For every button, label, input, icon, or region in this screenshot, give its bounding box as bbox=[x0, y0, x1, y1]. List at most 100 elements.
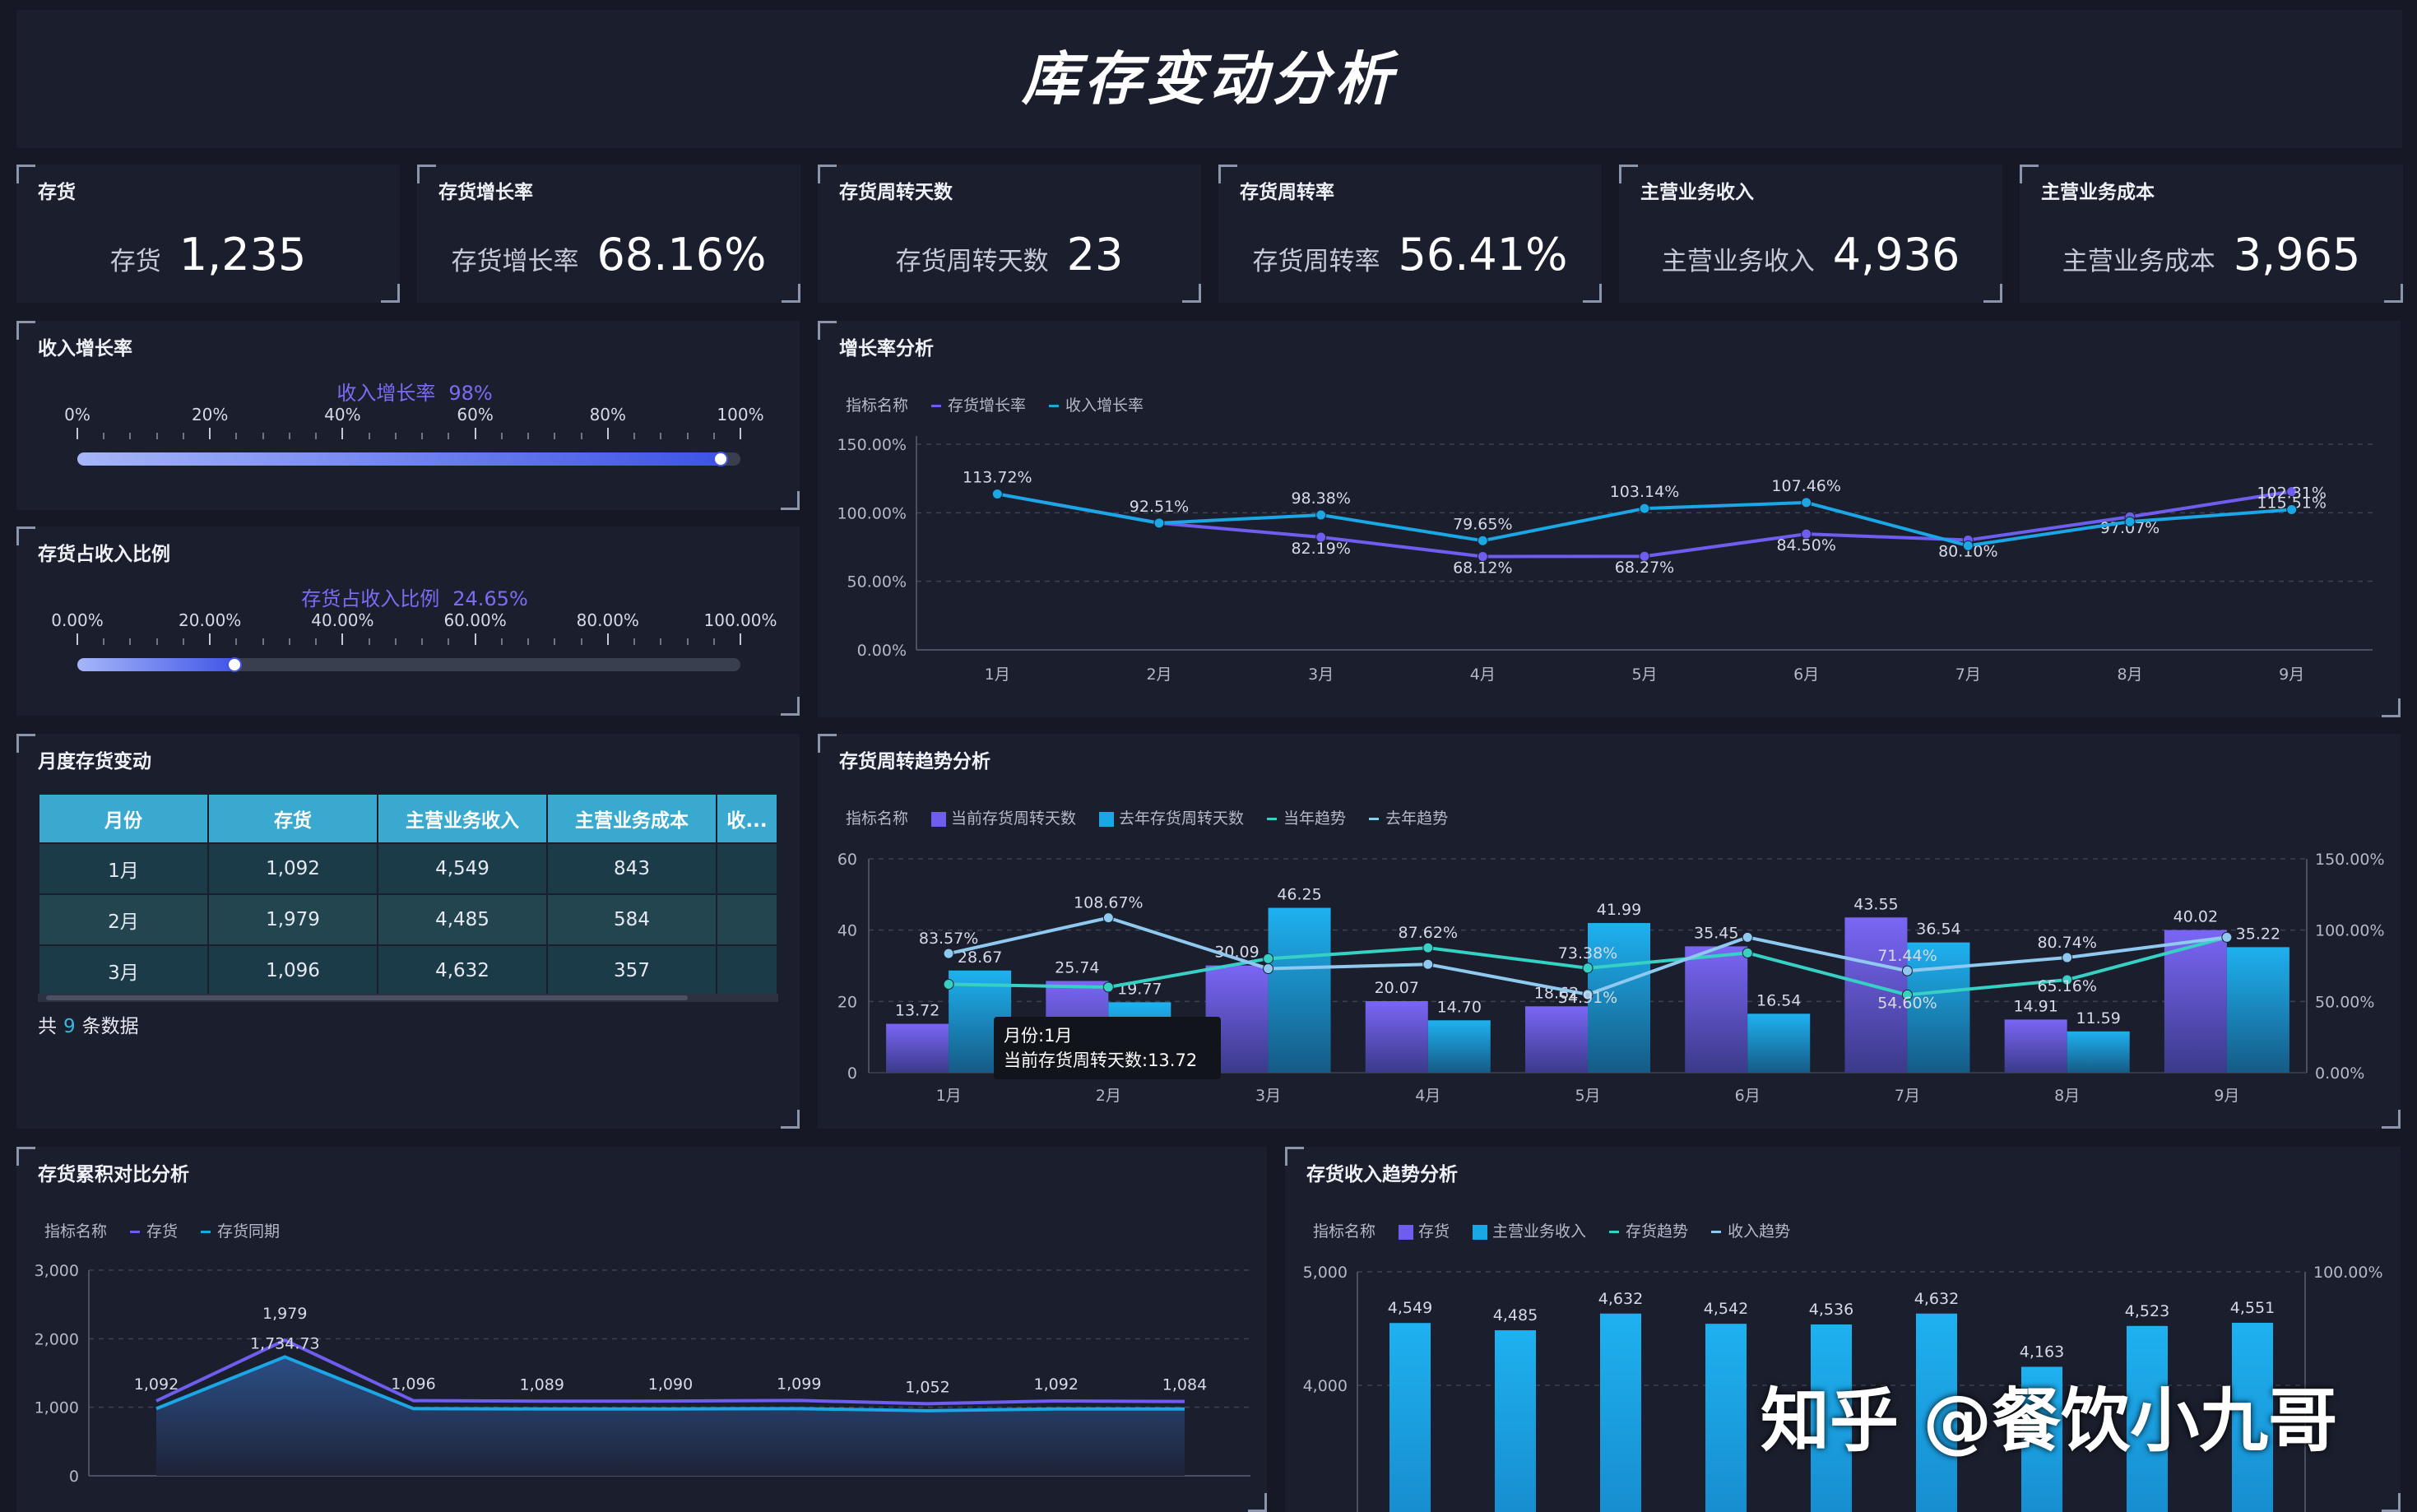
legend-item-current-trend[interactable]: 当年趋势 bbox=[1267, 806, 1346, 828]
scale-tick bbox=[315, 433, 318, 439]
scale-tick bbox=[209, 428, 211, 439]
bar-label: 11.59 bbox=[2076, 1009, 2120, 1027]
legend-item-inventory-prev[interactable]: 存货同期 bbox=[201, 1219, 280, 1241]
panel-title: 月度存货变动 bbox=[38, 751, 151, 772]
table-row[interactable]: 2月 1,979 4,485 584 bbox=[38, 893, 778, 946]
legend-item-inventory-growth[interactable]: 存货增长率 bbox=[931, 393, 1026, 415]
kpi-value: 68.16% bbox=[596, 229, 767, 281]
scale-tick bbox=[129, 638, 132, 645]
trend-point bbox=[1422, 942, 1434, 953]
progress-fill bbox=[77, 658, 241, 671]
table-viewport[interactable]: 月份 存货 主营业务收入 主营业务成本 收... 1月 1,092 4,549 843 2月 1,… bbox=[38, 793, 778, 995]
x-tick-label: 1月 bbox=[936, 1087, 962, 1105]
scale-tick bbox=[712, 433, 715, 439]
bar-label: 4,523 bbox=[2125, 1302, 2169, 1320]
scale-tick bbox=[554, 638, 556, 645]
data-point bbox=[1315, 531, 1327, 543]
scale-tick-label: 80% bbox=[589, 405, 627, 424]
horizontal-scrollbar[interactable] bbox=[38, 994, 778, 1002]
bar-revenue bbox=[1495, 1330, 1536, 1512]
kpi-row: 存货增长率 68.16% bbox=[450, 229, 768, 281]
scale-tick bbox=[182, 638, 184, 645]
legend-item-inventory-trend[interactable]: 存货趋势 bbox=[1609, 1219, 1688, 1241]
scale-tick-label: 0% bbox=[64, 405, 90, 424]
bar-revenue bbox=[1600, 1313, 1641, 1512]
turnover-chart-panel: 存货周转趋势分析 指标名称 当前存货周转天数 去年存货周转天数 当年趋势 去年趋… bbox=[818, 734, 2401, 1129]
monthly-table-panel: 月度存货变动 月份 存货 主营业务收入 主营业务成本 收... 1月 1,092 4,549… bbox=[16, 734, 800, 1129]
kpi-card: 存货增长率 存货增长率 68.16% bbox=[417, 165, 800, 303]
table-header-cell[interactable]: 收... bbox=[716, 793, 778, 844]
chart-tooltip: 月份:1月 当前存货周转天数:13.72 bbox=[994, 1017, 1221, 1079]
y-tick-label: 60 bbox=[837, 851, 857, 869]
table-cell: 1,979 bbox=[207, 893, 378, 946]
trend-point bbox=[1901, 965, 1913, 976]
table-cell: 1,092 bbox=[207, 842, 378, 895]
legend-item-lastyear-trend[interactable]: 去年趋势 bbox=[1369, 806, 1448, 828]
data-label: 115.51% bbox=[2257, 494, 2327, 512]
table-header-cell[interactable]: 主营业务收入 bbox=[377, 793, 548, 844]
bar-revenue bbox=[1811, 1324, 1852, 1512]
kpi-row: 存货 1,235 bbox=[49, 229, 367, 281]
legend-title: 指标名称 bbox=[44, 1222, 108, 1241]
y-tick-label: 0 bbox=[69, 1468, 79, 1486]
trend-label: 71.44% bbox=[1877, 947, 1937, 965]
legend-item-revenue-trend[interactable]: 收入趋势 bbox=[1711, 1219, 1790, 1241]
legend-item-lastyear-days[interactable]: 去年存货周转天数 bbox=[1099, 806, 1244, 828]
scale-tick-label: 100.00% bbox=[703, 610, 777, 630]
bar-current bbox=[1365, 1001, 1428, 1073]
bar-label: 14.91 bbox=[2013, 997, 2057, 1015]
scale-tick bbox=[209, 633, 211, 645]
trend-point bbox=[1582, 989, 1594, 1000]
bar-label: 4,163 bbox=[2020, 1343, 2064, 1361]
legend-item-current-days[interactable]: 当前存货周转天数 bbox=[931, 806, 1076, 828]
table-cell bbox=[716, 893, 778, 946]
kpi-card: 存货周转率 存货周转率 56.41% bbox=[1218, 165, 1602, 303]
x-tick-label: 3月 bbox=[1255, 1087, 1281, 1105]
chart-legend: 指标名称 存货 存货同期 bbox=[44, 1219, 293, 1241]
bar-label: 4,632 bbox=[1598, 1290, 1643, 1308]
scale-tick bbox=[633, 638, 636, 645]
series-line bbox=[996, 489, 2292, 559]
kpi-row: 存货周转天数 23 bbox=[851, 229, 1168, 281]
legend-item-revenue-growth[interactable]: 收入增长率 bbox=[1049, 393, 1144, 415]
table-header-cell[interactable]: 主营业务成本 bbox=[546, 793, 717, 844]
scale-tick-label: 20% bbox=[191, 405, 229, 424]
trend-label: 83.57% bbox=[919, 930, 978, 948]
bar-current bbox=[1844, 917, 1908, 1073]
scale-tick bbox=[262, 433, 264, 439]
series-line bbox=[155, 1338, 1185, 1406]
y2-tick-label: 100.00% bbox=[2315, 922, 2385, 940]
legend-title: 指标名称 bbox=[846, 397, 909, 415]
bar-lastyear bbox=[1747, 1013, 1811, 1073]
trend-point bbox=[943, 948, 954, 959]
progress-knob bbox=[226, 657, 242, 672]
bar-label: 43.55 bbox=[1853, 895, 1898, 913]
data-label: 1,092 bbox=[1034, 1375, 1079, 1394]
scrollbar-thumb[interactable] bbox=[46, 995, 688, 1000]
y2-tick-label: 100.00% bbox=[2313, 1264, 2383, 1282]
legend-item-inventory[interactable]: 存货 bbox=[130, 1219, 178, 1241]
bar-label: 4,551 bbox=[2230, 1299, 2275, 1317]
kpi-value: 23 bbox=[1066, 229, 1124, 281]
legend-item-inventory[interactable]: 存货 bbox=[1399, 1219, 1450, 1241]
watermark: 知乎 @餐饮小九哥 bbox=[1761, 1380, 2338, 1461]
data-point bbox=[1639, 550, 1650, 562]
bar-label: 4,485 bbox=[1493, 1306, 1538, 1324]
table-row[interactable]: 3月 1,096 4,632 357 bbox=[38, 944, 778, 995]
panel-title: 存货累积对比分析 bbox=[38, 1164, 189, 1185]
scale-tick bbox=[580, 433, 582, 439]
cumulative-chart-panel: 存货累积对比分析 指标名称 存货 存货同期 0 1,000 2,000 3,000 1,… bbox=[16, 1147, 1267, 1512]
scale-tick bbox=[474, 428, 476, 439]
y-tick-label: 50.00% bbox=[847, 573, 907, 591]
data-point bbox=[1962, 540, 1974, 551]
trend-label: 87.62% bbox=[1399, 924, 1458, 942]
bar-label: 35.22 bbox=[2236, 925, 2280, 943]
table-row[interactable]: 1月 1,092 4,549 843 bbox=[38, 842, 778, 895]
bar-lastyear bbox=[1907, 942, 1970, 1073]
legend-item-revenue[interactable]: 主营业务收入 bbox=[1473, 1219, 1586, 1241]
table-header-cell[interactable]: 存货 bbox=[207, 793, 378, 844]
table-header-cell[interactable]: 月份 bbox=[38, 793, 209, 844]
y-tick-label: 2,000 bbox=[35, 1330, 79, 1348]
bar-revenue bbox=[2127, 1325, 2168, 1512]
bar-current bbox=[2164, 930, 2227, 1073]
